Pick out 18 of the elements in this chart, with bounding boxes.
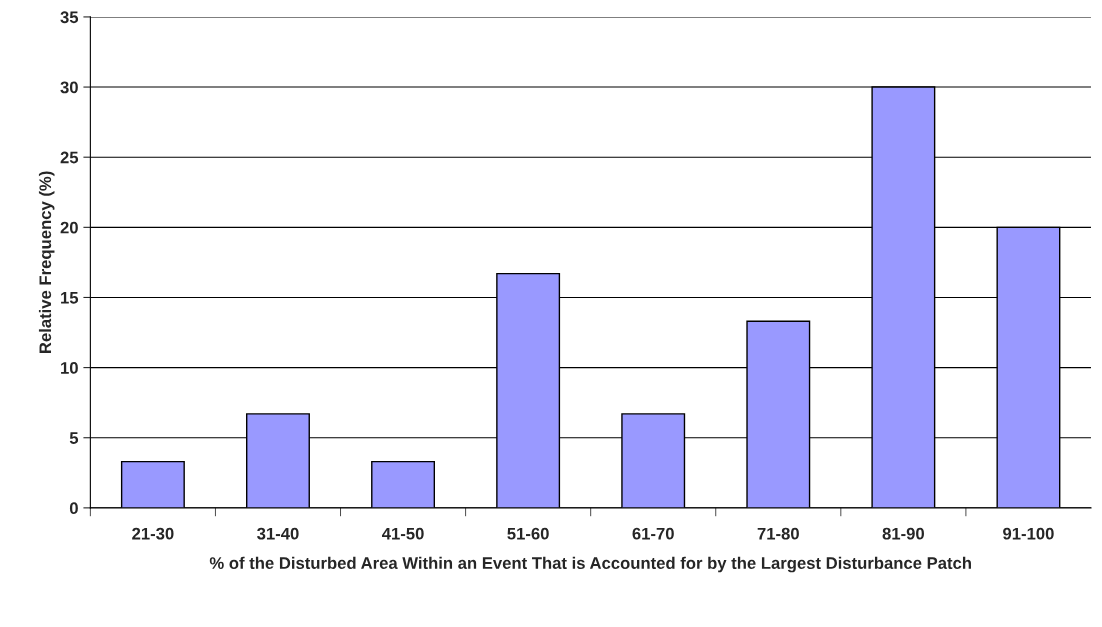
- y-tick-label: 10: [61, 362, 78, 374]
- x-tick-label: 31-40: [257, 527, 299, 540]
- x-tick-label: 61-70: [632, 527, 674, 540]
- y-tick-label: 35: [60, 11, 79, 24]
- y-tick-label: 5: [69, 432, 79, 444]
- x-tick-label: 41-50: [382, 527, 424, 540]
- y-tick-label: 15: [61, 292, 79, 304]
- x-tick-label: 81-90: [882, 527, 924, 540]
- y-tick-label: 20: [60, 221, 78, 234]
- x-axis-title: % of the Disturbed Area Within an Event That is Accounted for by the Largest Disturbance Patch: [209, 556, 971, 573]
- x-tick-label: 21-30: [132, 527, 174, 540]
- x-tick-label: 71-80: [757, 527, 799, 540]
- x-tick-label: 51-60: [507, 527, 549, 540]
- y-tick-label: 0: [69, 502, 78, 515]
- x-tick-label: 91-100: [1003, 527, 1054, 540]
- y-tick-label: 25: [60, 151, 79, 164]
- y-axis-title: Relative Frequency (%): [38, 171, 55, 353]
- y-tick-label: 30: [60, 81, 78, 94]
